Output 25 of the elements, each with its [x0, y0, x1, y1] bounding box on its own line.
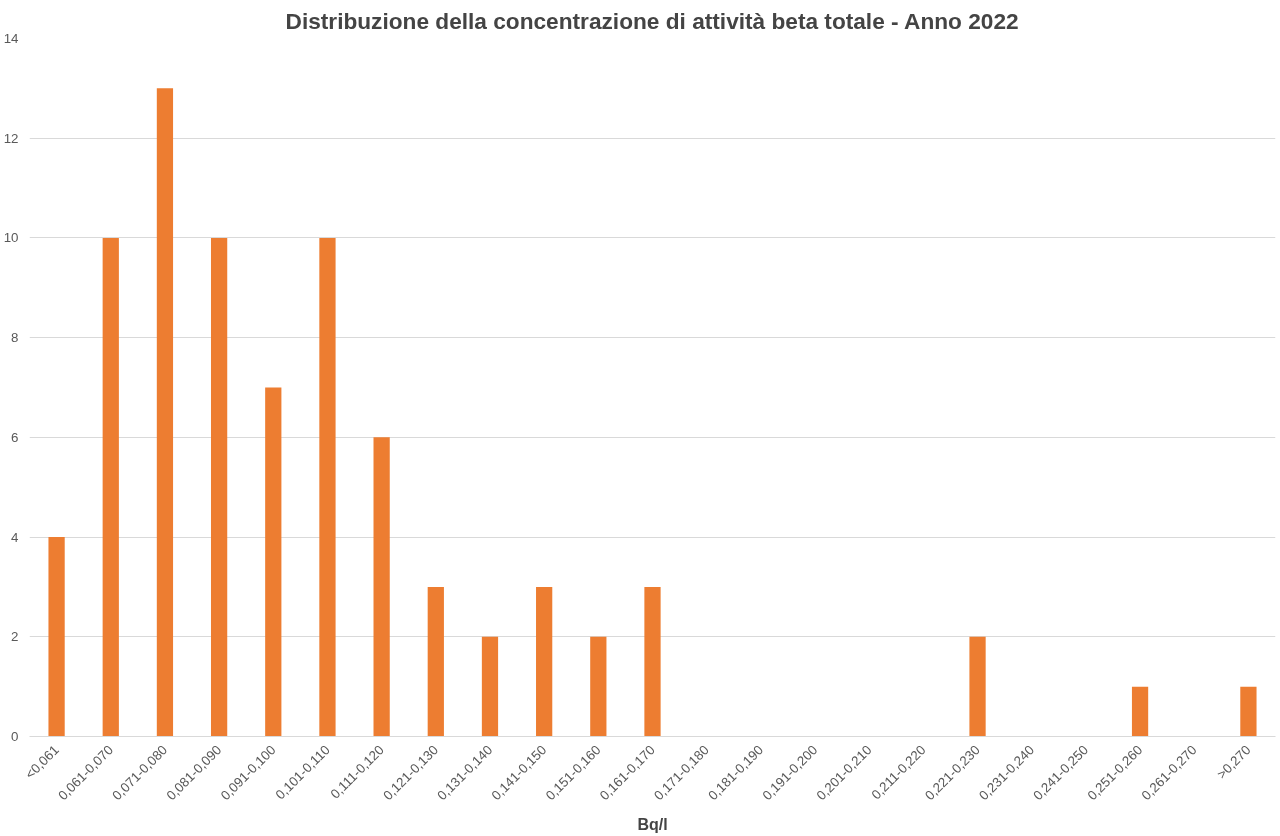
bar: [481, 636, 499, 737]
y-tick-label: 12: [3, 130, 19, 146]
bar: [536, 586, 553, 737]
chart-title: Distribuzione della concentrazione di attività beta totale - Anno 2022: [285, 7, 1019, 34]
bar: [156, 88, 174, 737]
bar: [210, 237, 228, 737]
bar: [1131, 686, 1149, 737]
bar: [48, 537, 65, 737]
bar: [1240, 686, 1257, 737]
bar: [644, 586, 661, 737]
y-tick-label: 14: [3, 31, 20, 46]
y-tick-label: 8: [11, 330, 19, 346]
y-tick-label: 0: [11, 729, 19, 744]
x-axis-title: Bq/l: [637, 816, 668, 834]
bar: [265, 387, 282, 737]
bar: [427, 586, 444, 737]
bar: [319, 237, 336, 737]
y-tick-label: 4: [11, 529, 20, 545]
y-tick-label: 6: [11, 429, 19, 445]
bar: [373, 437, 390, 737]
bar: [969, 636, 986, 737]
bar: [102, 237, 119, 737]
y-tick-label: 10: [3, 230, 19, 246]
y-tick-label: 2: [11, 629, 19, 645]
bar: [590, 636, 607, 737]
